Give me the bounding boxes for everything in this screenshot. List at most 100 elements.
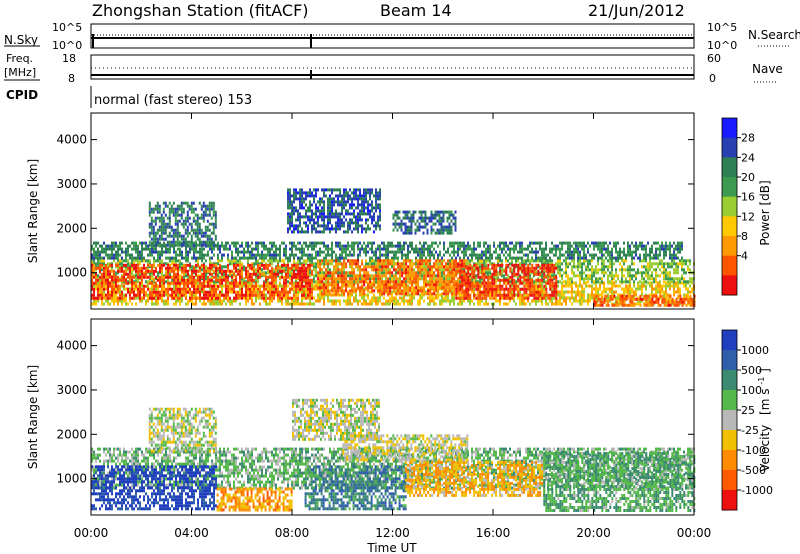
- power-cell: [163, 263, 165, 267]
- power-cell: [433, 253, 435, 257]
- power-cell: [199, 275, 201, 279]
- power-cell: [141, 281, 143, 285]
- power-cell: [117, 302, 119, 306]
- power-cell: [611, 268, 613, 272]
- power-cell: [603, 281, 605, 285]
- power-cell: [597, 262, 599, 266]
- power-cell: [221, 287, 223, 291]
- power-cell: [153, 302, 155, 306]
- power-cell: [623, 262, 625, 266]
- power-cell: [283, 296, 285, 300]
- power-cell: [215, 272, 217, 276]
- power-cell: [121, 299, 123, 303]
- power-cell: [239, 272, 241, 276]
- power-cell: [313, 244, 315, 248]
- power-cell: [655, 280, 657, 284]
- power-cell: [449, 259, 451, 263]
- power-cell: [663, 293, 665, 297]
- power-cell: [479, 256, 481, 260]
- power-cell: [105, 284, 107, 288]
- power-cell: [419, 247, 421, 251]
- power-cell: [627, 253, 629, 257]
- power-cell: [623, 290, 625, 294]
- power-cell: [673, 290, 675, 294]
- power-cell: [153, 284, 155, 288]
- power-cell: [535, 253, 537, 257]
- power-cell: [243, 277, 245, 281]
- power-cell: [273, 293, 275, 297]
- power-cell: [627, 271, 629, 275]
- power-cell: [579, 244, 581, 248]
- power-cell: [435, 296, 437, 300]
- power-cell: [479, 265, 481, 269]
- power-cell: [255, 259, 257, 263]
- power-cell: [469, 259, 471, 263]
- power-cell: [565, 250, 567, 254]
- power-cell: [97, 250, 99, 254]
- power-cell: [453, 253, 455, 257]
- cpid-text: normal (fast stereo) 153: [94, 93, 252, 108]
- power-cell: [337, 244, 339, 248]
- power-cell: [257, 290, 259, 294]
- power-cell: [203, 290, 205, 294]
- power-cell: [291, 244, 293, 248]
- power-cell: [327, 265, 329, 269]
- power-cell: [617, 256, 619, 260]
- power-cell: [329, 268, 331, 272]
- power-cell: [181, 281, 183, 285]
- power-cell: [509, 241, 511, 245]
- power-cell: [161, 293, 163, 297]
- power-cell: [191, 290, 193, 294]
- power-cell: [239, 278, 241, 282]
- power-cell: [489, 247, 491, 251]
- power-cell: [219, 269, 221, 273]
- power-cell: [271, 290, 273, 294]
- power-cell: [593, 253, 595, 257]
- power-cell: [113, 302, 115, 306]
- power-cell: [199, 256, 201, 260]
- power-cell: [313, 268, 315, 272]
- power-cell: [605, 287, 607, 291]
- power-cell: [159, 241, 161, 245]
- power-cell: [681, 262, 683, 266]
- power-cell: [373, 253, 375, 257]
- power-cell: [211, 287, 213, 291]
- power-cell: [205, 244, 207, 248]
- power-cell: [429, 262, 431, 266]
- power-cell: [103, 290, 105, 294]
- power-cell: [339, 244, 341, 248]
- power-cell: [541, 259, 543, 263]
- power-cell: [235, 269, 237, 273]
- power-cell: [387, 299, 389, 303]
- power-cell: [117, 259, 119, 263]
- power-cell: [115, 284, 117, 288]
- power-cell: [151, 299, 153, 303]
- power-cell: [229, 272, 231, 276]
- power-cell: [641, 293, 643, 297]
- power-cell: [637, 281, 639, 285]
- power-cell: [397, 250, 399, 254]
- power-cell: [621, 274, 623, 278]
- power-cell: [209, 302, 211, 306]
- power-cell: [573, 290, 575, 294]
- power-cell: [323, 244, 325, 248]
- power-cell: [121, 259, 123, 263]
- power-cell: [141, 284, 143, 288]
- power-cell: [513, 299, 515, 303]
- power-cell: [237, 272, 239, 276]
- power-cell: [687, 287, 689, 291]
- power-cell: [569, 241, 571, 245]
- power-cell: [677, 256, 679, 260]
- power-cell: [101, 284, 103, 288]
- power-cell: [119, 278, 121, 282]
- power-cell: [691, 287, 693, 291]
- power-cell: [579, 271, 581, 275]
- power-cell: [665, 250, 667, 254]
- power-cell: [651, 274, 653, 278]
- power-cell: [401, 256, 403, 260]
- power-cell: [603, 247, 605, 251]
- power-cell: [563, 241, 565, 245]
- power-cell: [283, 281, 285, 285]
- power-cell: [275, 290, 277, 294]
- power-cell: [643, 244, 645, 248]
